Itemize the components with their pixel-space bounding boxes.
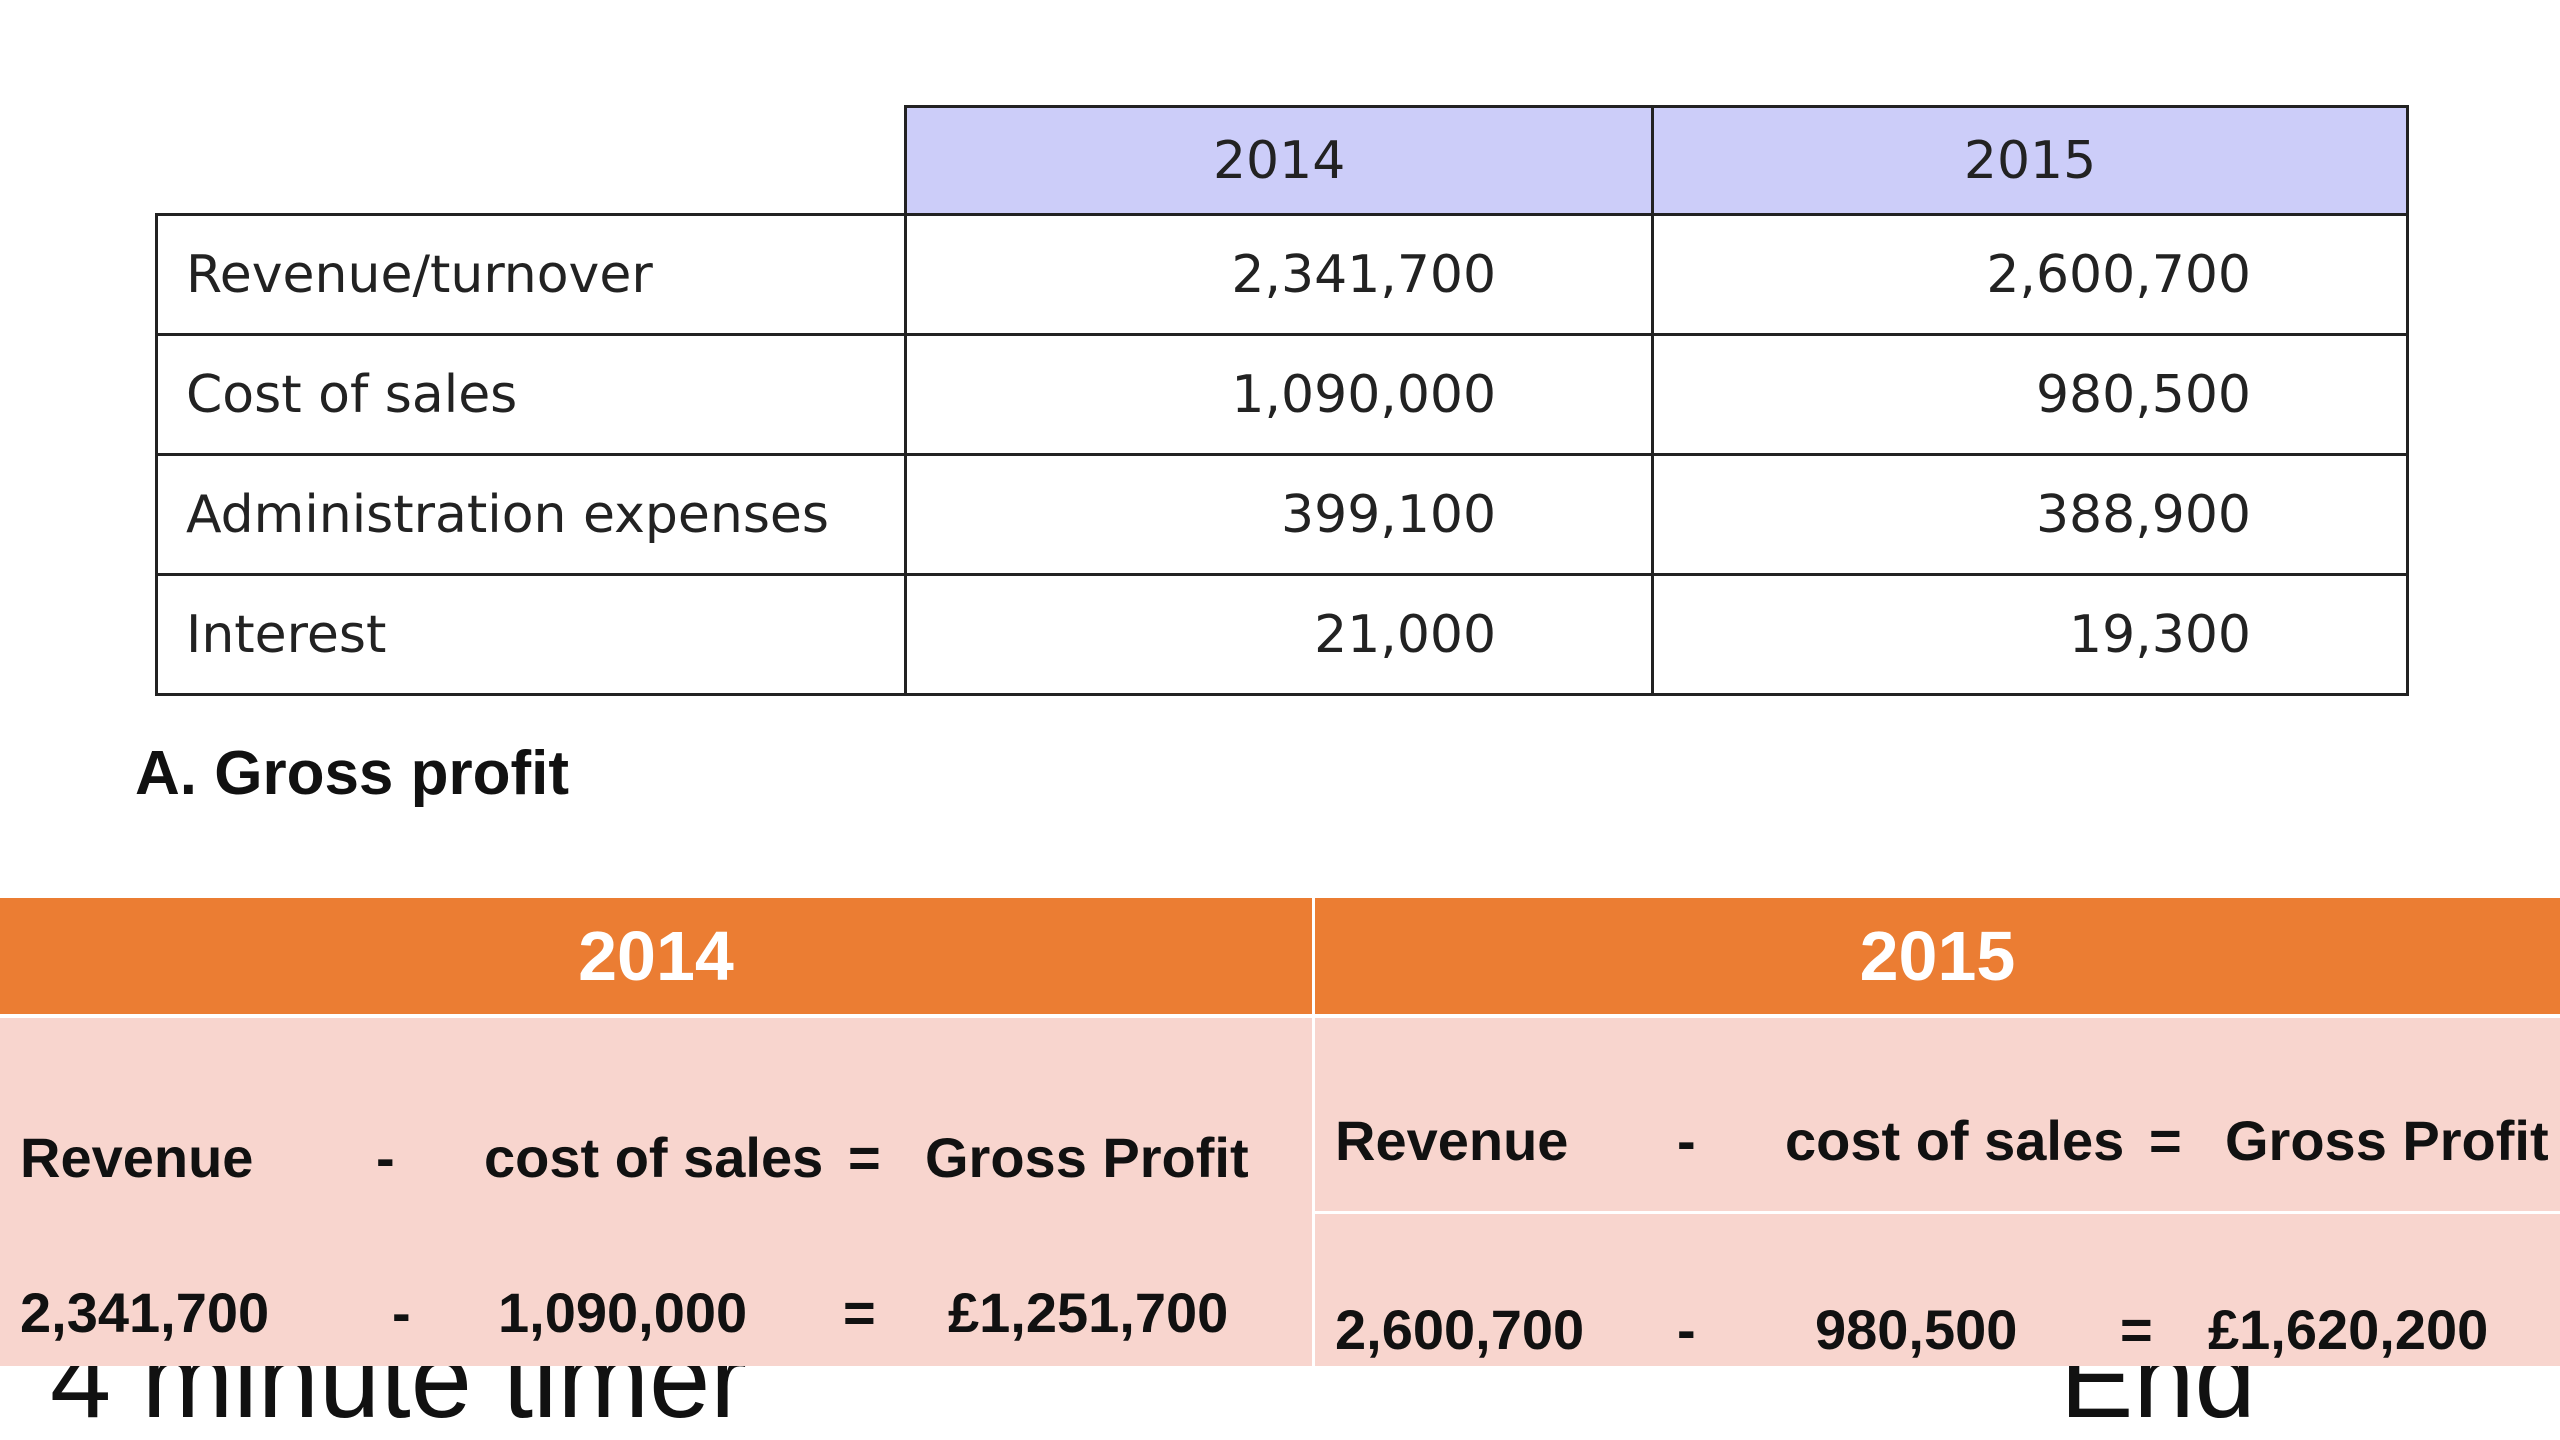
- gross-profit-answer-panel: 2014 Revenue - cost of sales = Gross Pro…: [0, 898, 2560, 1366]
- calc-gross-profit: £1,620,200: [2208, 1298, 2489, 1361]
- formula-minus: -: [376, 1126, 395, 1189]
- answer-body: Revenue - cost of sales = Gross Profit 2…: [1315, 1018, 2560, 1366]
- answer-column-2015: 2015 Revenue - cost of sales = Gross Pro…: [1312, 898, 2560, 1366]
- table-corner-cell: [156, 106, 908, 216]
- table-row: Revenue/turnover 2,341,700 2,600,700: [154, 213, 2409, 336]
- value-2015: 980,500: [1651, 333, 2409, 456]
- row-label: Interest: [154, 573, 908, 696]
- formula-cost-of-sales: cost of sales: [484, 1126, 824, 1189]
- calc-minus: -: [392, 1281, 411, 1344]
- answer-column-2014: 2014 Revenue - cost of sales = Gross Pro…: [0, 898, 1312, 1366]
- answer-year-header: 2014: [0, 898, 1312, 1018]
- header-2015: 2015: [1651, 105, 2409, 216]
- row-label: Cost of sales: [154, 333, 908, 456]
- value-2014: 399,100: [904, 453, 1655, 576]
- table-row: Administration expenses 399,100 388,900: [154, 453, 2409, 576]
- table-row: Cost of sales 1,090,000 980,500: [154, 333, 2409, 456]
- formula-gross-profit: Gross Profit: [2225, 1109, 2549, 1172]
- calc-minus: -: [1677, 1298, 1696, 1361]
- value-2015: 388,900: [1651, 453, 2409, 576]
- formula-minus: -: [1677, 1109, 1696, 1172]
- calc-cost-of-sales: 980,500: [1815, 1298, 2018, 1361]
- table-header-row: 2014 2015: [156, 105, 2409, 216]
- row-label: Revenue/turnover: [154, 213, 908, 336]
- calc-cost-of-sales: 1,090,000: [498, 1281, 748, 1344]
- calc-gross-profit: £1,251,700: [948, 1281, 1229, 1344]
- formula-cost-of-sales: cost of sales: [1785, 1109, 2125, 1172]
- formula-equals: =: [2149, 1109, 2182, 1172]
- calc-revenue: 2,600,700: [1335, 1298, 1585, 1361]
- formula-revenue: Revenue: [1335, 1109, 1569, 1172]
- header-2014: 2014: [904, 105, 1655, 216]
- value-2014: 2,341,700: [904, 213, 1655, 336]
- calc-revenue: 2,341,700: [20, 1281, 270, 1344]
- answer-year-header: 2015: [1315, 898, 2560, 1018]
- answer-body: Revenue - cost of sales = Gross Profit 2…: [0, 1018, 1312, 1366]
- row-label: Administration expenses: [154, 453, 908, 576]
- formula-equals: =: [848, 1126, 881, 1189]
- value-2014: 21,000: [904, 573, 1655, 696]
- formula-gross-profit: Gross Profit: [925, 1126, 1249, 1189]
- financial-data-table: 2014 2015 Revenue/turnover 2,341,700 2,6…: [154, 105, 2409, 696]
- value-2015: 19,300: [1651, 573, 2409, 696]
- calc-equals: =: [843, 1281, 876, 1344]
- section-heading: A. Gross profit: [135, 739, 570, 808]
- calc-equals: =: [2120, 1298, 2153, 1361]
- value-2015: 2,600,700: [1651, 213, 2409, 336]
- table-row: Interest 21,000 19,300: [154, 573, 2409, 696]
- formula-revenue: Revenue: [20, 1126, 254, 1189]
- value-2014: 1,090,000: [904, 333, 1655, 456]
